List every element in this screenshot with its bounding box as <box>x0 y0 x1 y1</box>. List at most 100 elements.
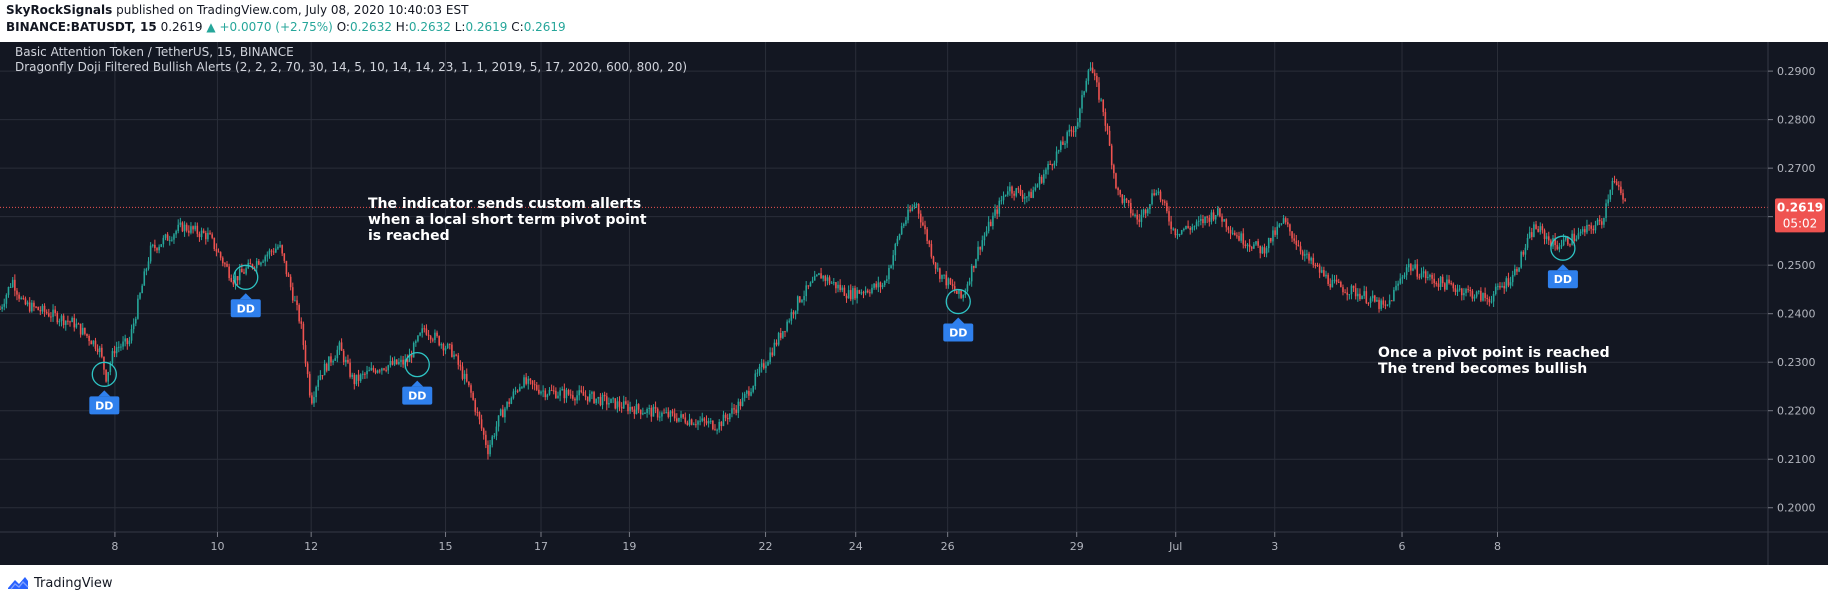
candle-body <box>306 363 309 375</box>
candle-body <box>1350 285 1353 295</box>
candle-body <box>871 287 873 293</box>
candle-body <box>268 250 271 255</box>
candle-body <box>860 292 863 294</box>
candle-body <box>975 259 977 268</box>
candle-body <box>270 250 273 252</box>
candle-body <box>417 335 419 342</box>
candle-body <box>1076 122 1079 127</box>
candle-body <box>260 262 262 265</box>
candle-body <box>828 277 831 284</box>
author-name[interactable]: SkyRockSignals <box>6 3 113 17</box>
note-2-line-1: Once a pivot point is reached <box>1378 345 1610 361</box>
candle-body <box>970 265 973 282</box>
candle-body <box>347 359 349 363</box>
candle-body <box>750 391 752 396</box>
candle-body <box>1060 141 1062 150</box>
candle-body <box>720 421 723 427</box>
price-axis[interactable]: 0.29000.28000.27000.26000.25000.24000.23… <box>1768 65 1816 515</box>
candle-body <box>226 263 228 267</box>
candle-body <box>1091 67 1094 74</box>
candle-body <box>67 320 69 322</box>
close-label: C: <box>511 20 524 34</box>
candle-body <box>1613 181 1616 183</box>
candle-body <box>578 390 580 396</box>
candle-body <box>389 361 392 366</box>
candle-body <box>77 323 80 325</box>
candle-body <box>241 268 243 273</box>
candle-body <box>262 261 264 263</box>
candle-body <box>493 435 496 437</box>
candle-body <box>154 244 156 249</box>
candle-body <box>924 225 926 230</box>
note-1-line-3: is reached <box>368 228 450 244</box>
price-tick-label: 0.2800 <box>1777 114 1816 127</box>
candle-body <box>96 348 99 352</box>
candle-body <box>1208 217 1211 222</box>
note-2-line-2: The trend becomes bullish <box>1378 361 1587 377</box>
low-label: L: <box>454 20 466 34</box>
candle-body <box>1130 202 1132 214</box>
candle-body <box>987 221 990 232</box>
candle-body <box>699 420 701 422</box>
candle-body <box>451 344 453 357</box>
candle-body <box>1490 301 1493 303</box>
candle-body <box>894 244 897 256</box>
candle-body <box>111 351 114 364</box>
candle-body <box>1295 240 1298 245</box>
candle-body <box>279 245 281 247</box>
candle-body <box>1108 130 1111 146</box>
note-1-line-1: The indicator sends custom allerts <box>368 196 641 212</box>
candle-body <box>130 329 133 341</box>
candle-body <box>773 342 776 356</box>
candle-body <box>128 340 131 345</box>
candle-body <box>3 303 6 307</box>
candle-body <box>202 230 205 233</box>
candle-body <box>1140 214 1143 222</box>
candle-body <box>317 379 320 387</box>
candle-body <box>610 398 612 404</box>
candle-body <box>856 290 858 299</box>
candle-body <box>28 302 31 312</box>
candle-body <box>1323 270 1325 277</box>
price-chart[interactable]: DD DD DD DD DD Basic Attention Token / Tethe… <box>0 42 1828 565</box>
candle-body <box>238 268 241 281</box>
candle-body <box>535 385 538 390</box>
candle-body <box>215 249 218 252</box>
candle-body <box>1219 208 1221 217</box>
candle-body <box>1316 265 1319 267</box>
candle-body <box>663 412 665 414</box>
candle-body <box>1303 254 1306 256</box>
tradingview-brand[interactable]: TradingView <box>34 576 113 591</box>
candle-body <box>192 226 194 230</box>
candle-body <box>179 222 182 225</box>
candle-body <box>1501 285 1503 288</box>
time-axis[interactable]: 8 10 12 15 17 19 22 24 26 29 Jul 3 6 8 <box>111 532 1501 553</box>
candle-body <box>124 338 126 342</box>
candle-body <box>824 275 827 281</box>
candle-body <box>9 286 12 288</box>
candle-body <box>207 232 209 240</box>
candle-body <box>559 390 561 396</box>
candle-body <box>349 362 351 377</box>
candle-body <box>841 287 844 291</box>
candle-body <box>1460 288 1463 296</box>
signal-label: DD <box>237 302 255 315</box>
candle-body <box>166 234 169 241</box>
candle-body <box>1282 218 1285 224</box>
indicator-label[interactable]: Dragonfly Doji Filtered Bullish Alerts (… <box>15 60 687 74</box>
candle-body <box>1074 126 1077 132</box>
candle-body <box>438 336 440 346</box>
candle-body <box>540 391 542 394</box>
candle-body <box>1098 82 1100 100</box>
candle-body <box>926 229 928 241</box>
candle-body <box>873 283 875 288</box>
candle-body <box>521 387 523 389</box>
candle-body <box>675 418 678 422</box>
candle-body <box>26 302 29 305</box>
candle-body <box>1238 236 1240 241</box>
dd-signal-marker: DD <box>89 361 120 415</box>
candle-body <box>1166 202 1168 212</box>
tradingview-logo-icon[interactable] <box>6 575 30 591</box>
candle-body <box>936 268 939 270</box>
candle-body <box>134 318 137 324</box>
